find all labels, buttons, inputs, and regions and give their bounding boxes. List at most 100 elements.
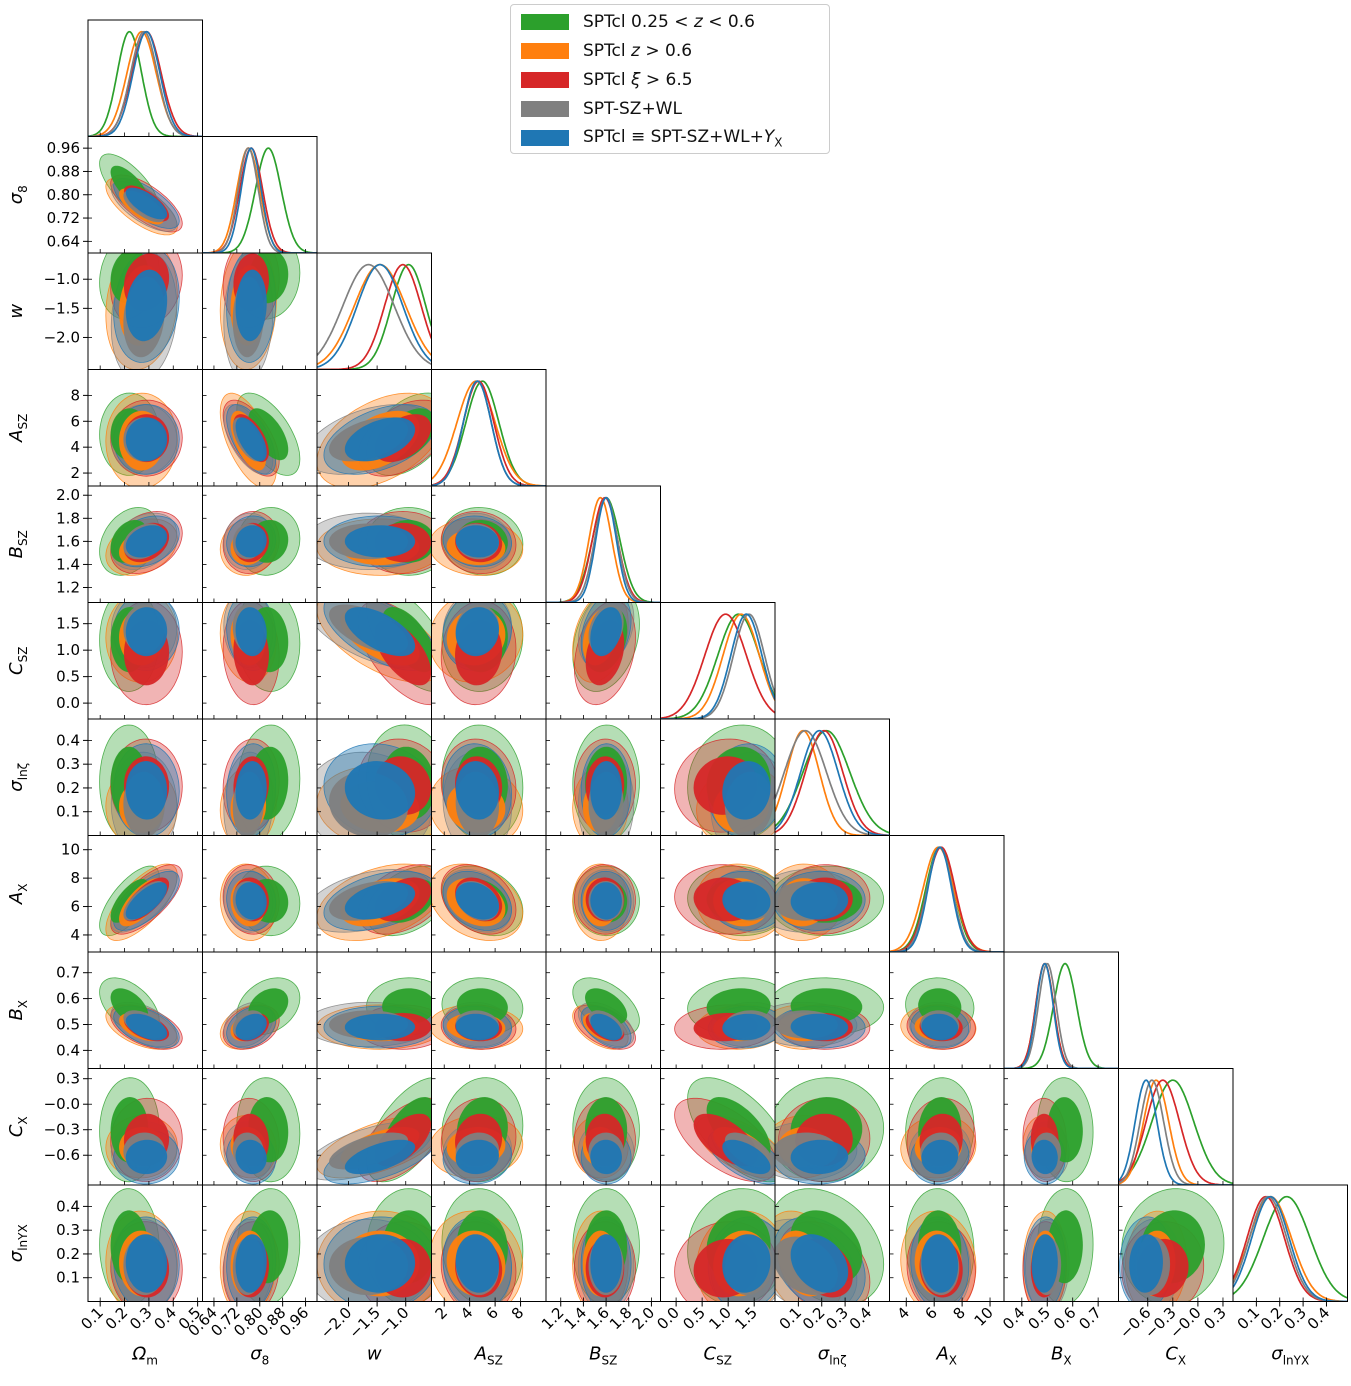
marginal-s8-series-4	[202, 147, 317, 253]
contour-inner-series-4	[344, 607, 416, 657]
panel-Ax-syx	[900, 1188, 977, 1302]
contour-inner-series-4	[125, 417, 168, 462]
x-tick-label: 0.0	[653, 1304, 683, 1334]
panel-s8-s8	[202, 147, 317, 253]
y-axis-label: σlnζ	[6, 763, 30, 792]
contour-inner-series-4	[455, 1013, 500, 1041]
marginal-sz-series-2	[775, 729, 890, 836]
panel-s8-w	[219, 253, 301, 370]
x-tick-label: 4	[457, 1304, 476, 1323]
y-tick-label: 8	[70, 386, 80, 404]
panel-Bsz-sz	[572, 724, 640, 836]
contour-inner-series-4	[235, 760, 267, 820]
y-tick-label: −1.0	[44, 270, 80, 288]
panel-s8-Cx	[219, 1077, 301, 1185]
contour-inner-series-4	[235, 607, 267, 657]
panel-Csz-sz	[674, 724, 775, 836]
marginal-w-series-0	[317, 263, 432, 370]
panel-Bx-Cx	[1022, 1077, 1094, 1185]
panel-s8-Asz	[219, 392, 301, 486]
contour-inner-series-4	[921, 1234, 959, 1293]
y-tick-label: 0.0	[56, 694, 80, 712]
y-tick-label: 2	[70, 464, 80, 482]
x-axis-label: σlnYX	[1271, 1344, 1309, 1368]
marginal-s8-series-3	[202, 147, 317, 253]
y-tick-label: 1.0	[56, 641, 80, 659]
contour-inner-series-4	[455, 1139, 500, 1175]
contour-inner-series-4	[344, 525, 416, 558]
y-tick-label: 10	[61, 841, 80, 859]
y-tick-label: −1.5	[44, 299, 80, 317]
y-axis-label: σ8	[6, 185, 30, 204]
marginal-Bsz-series-0	[546, 496, 661, 603]
legend-swatch	[521, 14, 569, 30]
contour-inner-series-4	[125, 187, 168, 220]
panel-sz-Bx	[775, 977, 885, 1050]
contour-inner-series-4	[125, 1013, 168, 1041]
legend-swatch	[521, 72, 569, 88]
panel-Bsz-Csz	[572, 602, 640, 706]
legend-label: SPTcl z > 0.6	[583, 41, 693, 61]
x-tick-label: 8	[508, 1304, 527, 1323]
marginal-sz-series-4	[775, 729, 890, 836]
panel-Om-Asz	[99, 392, 183, 486]
panel-Asz-syx	[431, 1188, 524, 1302]
x-axis-label: CSZ	[704, 1344, 732, 1368]
panel-Om-sz	[99, 724, 183, 836]
y-axis-label: σlnYX	[6, 1224, 30, 1262]
contour-inner-series-4	[344, 760, 416, 820]
panel-Cx-Cx	[1118, 1079, 1233, 1185]
panel-w-Bsz	[317, 507, 432, 576]
y-tick-label: 4	[70, 438, 80, 456]
legend-label: SPTcl ≡ SPT-SZ+WL+YX	[583, 126, 783, 150]
panel-Asz-Ax	[431, 863, 524, 942]
legend-swatch	[521, 101, 569, 117]
y-axis-label: AX	[6, 883, 30, 905]
contour-inner-series-4	[344, 1013, 416, 1041]
marginal-Csz-series-2	[660, 613, 775, 719]
marginal-Asz-series-2	[431, 380, 546, 486]
marginal-Cx-series-4	[1118, 1079, 1233, 1185]
marginal-sz-series-0	[775, 729, 890, 834]
legend: SPTcl 0.25 < z < 0.6 SPTcl z > 0.6 SPTcl ξ…	[510, 4, 830, 154]
marginal-Om-series-4	[88, 30, 203, 137]
panel-Om-syx	[99, 1188, 183, 1302]
panel-frame	[87, 19, 203, 137]
contour-inner-series-4	[455, 1234, 500, 1293]
marginal-syx-series-4	[1233, 1195, 1348, 1302]
contour-inner-series-4	[125, 607, 168, 657]
panel-frame	[774, 718, 890, 836]
panel-Asz-sz	[431, 724, 524, 836]
panel-Csz-Bx	[674, 977, 775, 1050]
panel-Ax-Bx	[900, 977, 977, 1050]
panel-Bsz-Bx	[572, 977, 640, 1050]
panel-Om-s8	[99, 153, 183, 236]
marginal-Bsz-series-2	[546, 496, 661, 603]
panel-w-Cx	[317, 1077, 432, 1185]
panel-Csz-Csz	[660, 613, 775, 719]
x-tick-label: 2	[432, 1304, 451, 1323]
panel-Om-Cx	[99, 1077, 183, 1185]
x-tick-label: −1.0	[374, 1304, 412, 1342]
x-axis-label: σlnζ	[818, 1344, 847, 1368]
contour-inner-series-4	[790, 882, 849, 920]
panel-Csz-Ax	[674, 863, 775, 942]
contour-inner-series-4	[1031, 1139, 1058, 1175]
y-tick-label: −0.0	[44, 1095, 80, 1113]
y-tick-label: 1.8	[56, 509, 80, 527]
panel-Om-w	[99, 253, 183, 370]
panel-Asz-Cx	[431, 1077, 524, 1185]
marginal-sz-series-3	[775, 729, 890, 836]
x-tick-label: 1.0	[705, 1304, 735, 1334]
x-axis-label: CX	[1165, 1344, 1186, 1368]
marginal-Bsz-series-3	[546, 496, 661, 603]
contour-inner-series-4	[590, 1234, 623, 1293]
marginal-Cx-series-2	[1118, 1079, 1233, 1185]
x-tick-label: −1.5	[345, 1304, 383, 1342]
contour-inner-series-4	[455, 525, 500, 558]
y-axis-label: w	[6, 304, 27, 319]
panel-Asz-Bsz	[431, 507, 524, 576]
y-tick-label: 0.1	[56, 1269, 80, 1287]
contour-inner-series-4	[455, 760, 500, 820]
panel-s8-syx	[219, 1188, 301, 1302]
